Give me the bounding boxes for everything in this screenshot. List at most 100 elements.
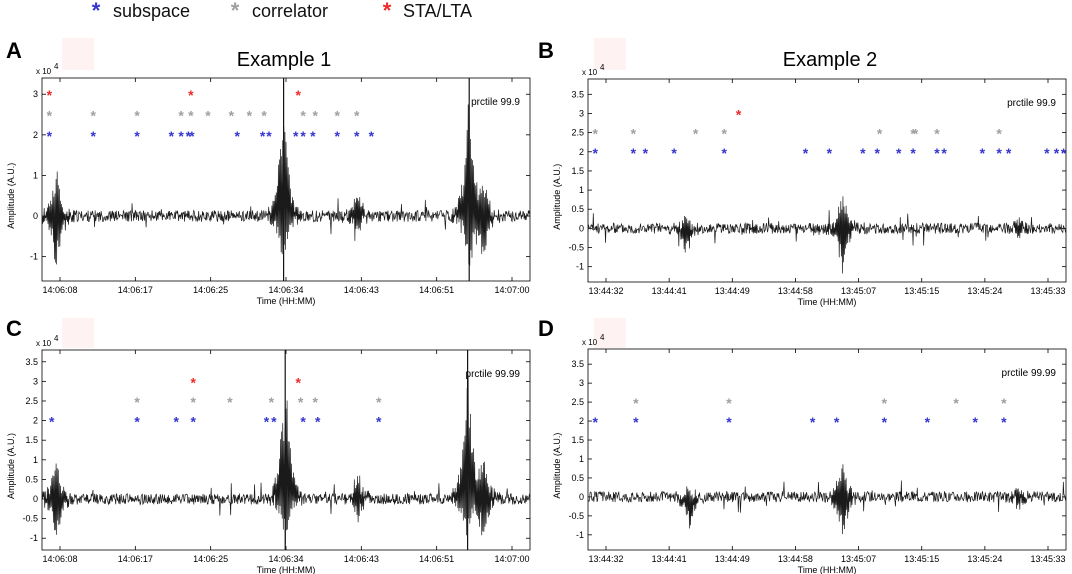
panel-d-xtick-label: 13:45:24 <box>967 554 1002 564</box>
panel-d-correlator-marker: * <box>726 395 732 411</box>
panel-b-xtick-label: 13:44:49 <box>715 286 750 296</box>
panel-d-plot-frame <box>587 348 1067 551</box>
panel-b-ytick-label: 0 <box>579 223 584 233</box>
panel-a-correlator-marker: * <box>205 108 211 124</box>
panel-b-correlator-marker: * <box>910 126 916 142</box>
panel-a-subspace-marker: * <box>310 128 316 144</box>
panel-c-ytick-label: 0 <box>33 494 38 504</box>
panel-d-xtick-label: 13:45:15 <box>904 554 939 564</box>
panel-a-pink-box <box>62 38 94 70</box>
panel-c-subspace-marker: * <box>49 414 55 430</box>
panel-d-xtick-label: 13:44:41 <box>652 554 687 564</box>
panel-d-xtick-label: 13:44:58 <box>778 554 813 564</box>
panel-a-xtick-label: 14:06:34 <box>268 285 303 295</box>
panel-a-subspace-marker: * <box>186 128 192 144</box>
panel-a-y-exponent-power: 4 <box>54 62 59 71</box>
panel-c-ytick-label: -1 <box>30 533 38 543</box>
panel-a-subspace-marker: * <box>178 128 184 144</box>
panel-b-ylabel: Amplitude (A.U.) <box>552 164 562 230</box>
panel-c-y-exponent: x 10 <box>36 339 52 348</box>
panel-a: A Example 1 -1 0 1 2 3 14:06:08 14:06:17 14:06:… <box>6 38 531 306</box>
legend-marker-stalta: * <box>383 0 392 23</box>
panel-b-prctile-annotation: prctile 99.9 <box>1007 98 1056 109</box>
panel-d-prctile-annotation: prctile 99.99 <box>1002 368 1057 379</box>
legend-marker-correlator: * <box>231 0 240 23</box>
panel-a-subspace-marker: * <box>134 128 140 144</box>
panel-b-ytick-label: -0.5 <box>568 243 584 253</box>
panel-b-subspace-marker: * <box>803 145 809 161</box>
panel-b-xtick-label: 13:45:15 <box>904 286 939 296</box>
panel-d-subspace-marker: * <box>726 414 732 430</box>
panel-b-y-exponent: x 10 <box>582 68 598 77</box>
panel-c-subspace-marker: * <box>300 414 306 430</box>
panel-d-signal-trace <box>588 464 1066 535</box>
panel-c-stalta-marker: * <box>295 374 301 390</box>
panel-d-subspace-marker: * <box>882 414 888 430</box>
panel-c-xlabel: Time (HH:MM) <box>257 565 316 574</box>
legend: * subspace * correlator * STA/LTA <box>92 0 472 23</box>
panel-d-xtick-label: 13:44:32 <box>588 554 623 564</box>
panel-a-stalta-marker: * <box>47 87 53 103</box>
panel-a-ytick-label: -1 <box>30 252 38 262</box>
panel-b-subspace-marker: * <box>671 145 677 161</box>
panel-a-subspace-marker: * <box>47 128 53 144</box>
panel-b-subspace-marker: * <box>996 145 1002 161</box>
panel-d-ytick-label: 2.5 <box>571 397 584 407</box>
panel-a-y-exponent: x 10 <box>36 67 52 76</box>
panel-a-correlator-marker: * <box>188 108 194 124</box>
panel-c: C -1 -0.5 0 0.5 1 1.5 2 2.5 3 3.5 14:06:08 14:06:17… <box>6 316 531 574</box>
panel-a-ylabel: Amplitude (A.U.) <box>6 163 16 229</box>
panel-d-subspace-marker: * <box>810 414 816 430</box>
panel-a-subspace-marker: * <box>300 128 306 144</box>
panel-a-correlator-marker: * <box>335 108 341 124</box>
legend-label-subspace: subspace <box>113 1 190 21</box>
panel-c-subspace-marker: * <box>134 414 140 430</box>
panel-b-correlator-marker: * <box>631 126 637 142</box>
panel-a-correlator-marker: * <box>300 108 306 124</box>
legend-marker-subspace: * <box>92 0 101 23</box>
panel-a-xtick-label: 14:06:08 <box>42 285 77 295</box>
panel-b-xtick-label: 13:45:24 <box>967 286 1002 296</box>
panel-b-xtick-label: 13:45:07 <box>841 286 876 296</box>
panel-d: D -1 -0.5 0 0.5 1 1.5 2 2.5 3 3.5 13:44:32 13:44:41… <box>538 316 1067 574</box>
panel-c-xtick-label: 14:06:34 <box>268 554 303 564</box>
panel-b-correlator-marker: * <box>722 126 728 142</box>
panel-d-ytick-label: 1.5 <box>571 435 584 445</box>
panel-c-subspace-marker: * <box>191 414 197 430</box>
panel-d-xtick-label: 13:45:33 <box>1030 554 1065 564</box>
panel-b-y-exponent-power: 4 <box>600 63 605 72</box>
panel-b-xtick-label: 13:44:41 <box>652 286 687 296</box>
panel-c-letter: C <box>6 316 22 341</box>
panel-c-ytick-label: 3 <box>33 376 38 386</box>
panel-b-subspace-marker: * <box>860 145 866 161</box>
panel-a-correlator-marker: * <box>178 108 184 124</box>
panel-b-correlator-marker: * <box>693 126 699 142</box>
panel-b-correlator-marker: * <box>592 126 598 142</box>
panel-a-ytick-label: 2 <box>33 130 38 140</box>
panel-a-subspace-marker: * <box>369 128 375 144</box>
panel-a-letter: A <box>6 38 22 63</box>
panel-b-xtick-label: 13:44:32 <box>588 286 623 296</box>
panel-d-ytick-label: 3 <box>579 378 584 388</box>
panel-c-ytick-label: 1.5 <box>25 435 38 445</box>
panel-c-correlator-marker: * <box>313 394 319 410</box>
panel-c-plot: -1 -0.5 0 0.5 1 1.5 2 2.5 3 3.5 14:06:08 14:06:17 14… <box>6 334 531 574</box>
panel-b-subspace-marker: * <box>592 145 598 161</box>
panel-a-subspace-marker: * <box>189 128 195 144</box>
panel-c-subspace-marker: * <box>271 414 277 430</box>
panel-b-correlator-marker: * <box>877 126 883 142</box>
panel-c-ytick-label: 2.5 <box>25 396 38 406</box>
panel-c-stalta-marker: * <box>191 374 197 390</box>
panel-a-xtick-label: 14:06:51 <box>419 285 454 295</box>
panel-c-ytick-label: 3.5 <box>25 357 38 367</box>
panel-c-ylabel: Amplitude (A.U.) <box>6 433 16 499</box>
panel-b-correlator-marker: * <box>996 126 1002 142</box>
panel-c-y-exponent-power: 4 <box>54 334 59 343</box>
panel-b-xtick-label: 13:45:33 <box>1030 286 1065 296</box>
panel-b-subspace-marker: * <box>722 145 728 161</box>
legend-label-stalta: STA/LTA <box>403 1 472 21</box>
panel-b-correlator-marker: * <box>934 126 940 142</box>
panel-a-correlator-marker: * <box>313 108 319 124</box>
panel-a-correlator-marker: * <box>354 108 360 124</box>
